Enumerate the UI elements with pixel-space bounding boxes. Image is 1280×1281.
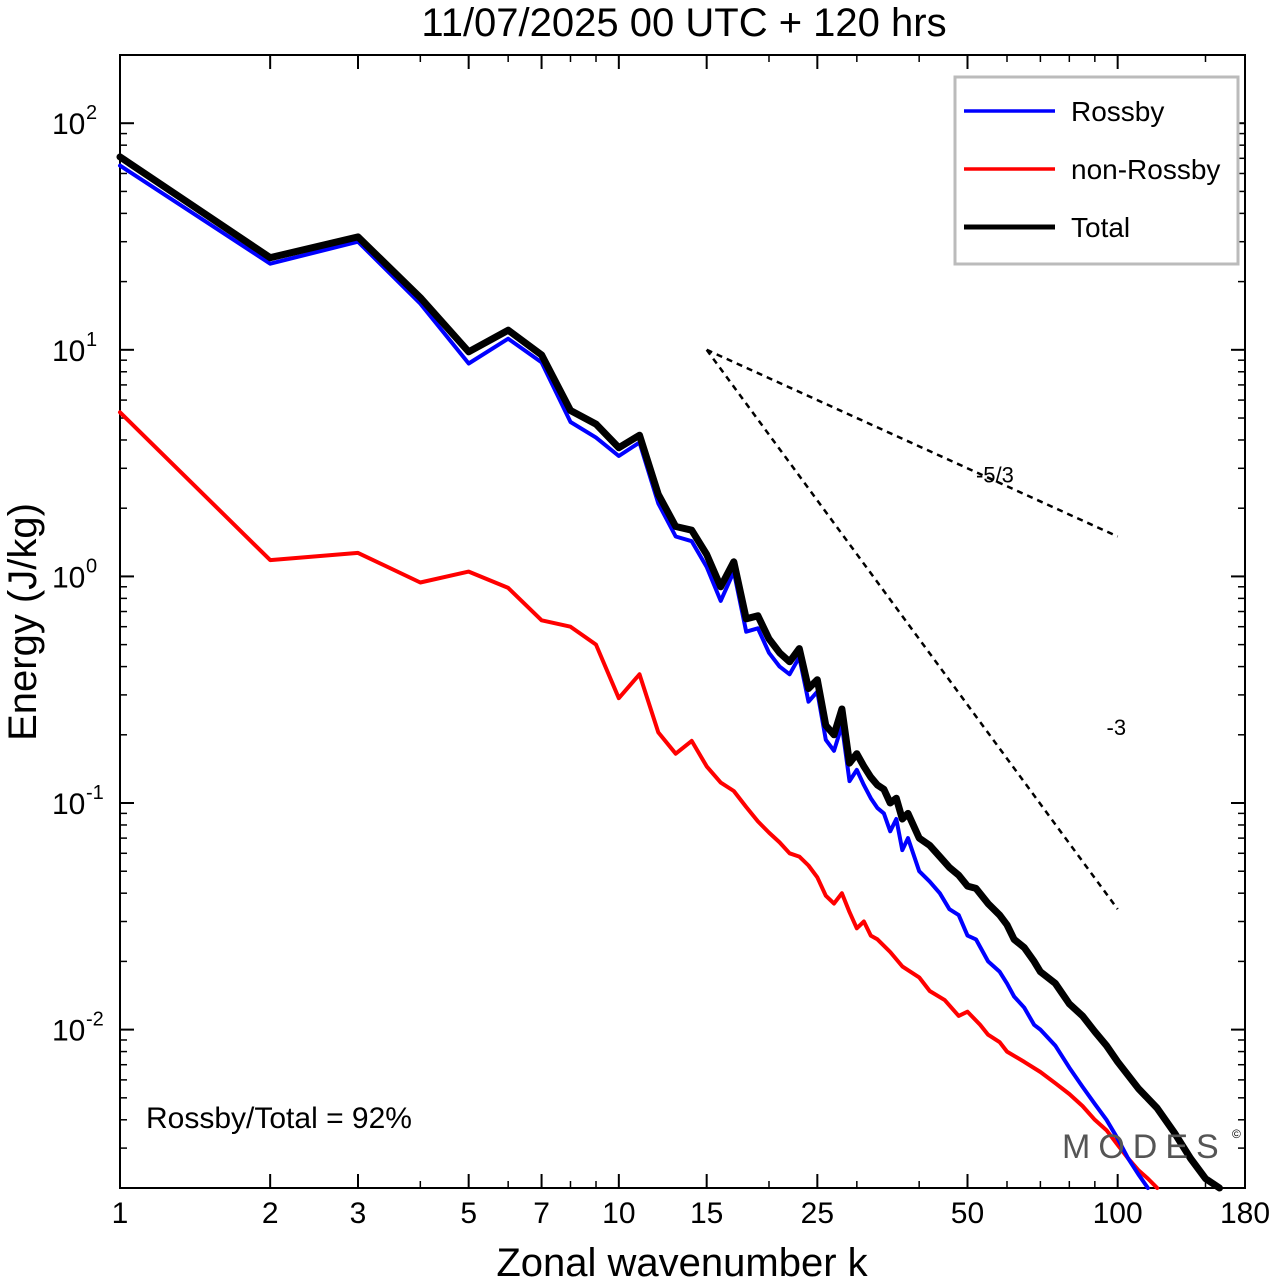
y-tick-base: 10 <box>52 788 85 821</box>
reference-label-0: -5/3 <box>976 462 1014 487</box>
plot-area: -5/3 -3 <box>116 54 1246 1192</box>
x-axis-label: Zonal wavenumber k <box>496 1241 868 1281</box>
reference-slopes: -5/3 -3 <box>705 348 1127 910</box>
reference-label-1: -3 <box>1107 715 1127 740</box>
plot-frame <box>119 54 1246 1189</box>
series-lines <box>116 153 1223 1192</box>
y-tick-base: 10 <box>52 108 85 141</box>
watermark-text: MODES <box>1062 1128 1227 1166</box>
y-tick-exponent: 1 <box>86 329 97 351</box>
y-axis-label: Energy (J/kg) <box>1 503 45 741</box>
y-tick-base: 10 <box>52 561 85 594</box>
x-tick-label: 7 <box>533 1197 550 1230</box>
x-tick-label: 100 <box>1093 1197 1143 1230</box>
reference-line-1 <box>705 349 1119 910</box>
y-tick-exponent: -2 <box>86 1009 104 1031</box>
series-line-total <box>116 153 1223 1192</box>
y-tick-exponent: -1 <box>86 782 104 804</box>
y-tick-label: 10 2 <box>52 102 97 141</box>
chart-title: 11/07/2025 00 UTC + 120 hrs <box>421 1 946 45</box>
y-tick-label: 10 0 <box>52 555 97 594</box>
legend-label-non-rossby: non-Rossby <box>1071 154 1220 185</box>
x-tick-label: 180 <box>1220 1197 1270 1230</box>
rossby-ratio-text: Rossby/Total = 92% <box>146 1102 412 1135</box>
x-tick-label: 1 <box>112 1197 129 1230</box>
x-tick-label: 2 <box>262 1197 279 1230</box>
y-tick-exponent: 2 <box>86 102 97 124</box>
x-tick-labels: 1 2 3 5 7 10 15 25 50 100 180 <box>112 1197 1270 1230</box>
y-tick-label: 10 -2 <box>52 1009 104 1048</box>
x-tick-label: 10 <box>602 1197 635 1230</box>
x-tick-label: 5 <box>460 1197 477 1230</box>
x-tick-label: 25 <box>801 1197 834 1230</box>
y-tick-label: 10 -1 <box>52 782 104 821</box>
x-tick-label: 50 <box>951 1197 984 1230</box>
x-tick-label: 3 <box>350 1197 367 1230</box>
watermark-symbol: © <box>1232 1127 1241 1141</box>
x-tick-label: 15 <box>690 1197 723 1230</box>
series-line-non-rossby <box>118 410 1160 1190</box>
legend: Rossby non-Rossby Total <box>953 75 1240 266</box>
series-line-rossby <box>118 163 1150 1190</box>
legend-label-rossby: Rossby <box>1071 96 1164 127</box>
watermark: MODES © <box>1062 1127 1241 1166</box>
y-tick-base: 10 <box>52 335 85 368</box>
legend-label-total: Total <box>1071 212 1130 243</box>
y-tick-label: 10 1 <box>52 329 97 368</box>
reference-line-0 <box>706 348 1119 538</box>
y-tick-exponent: 0 <box>86 555 97 577</box>
y-tick-base: 10 <box>52 1015 85 1048</box>
